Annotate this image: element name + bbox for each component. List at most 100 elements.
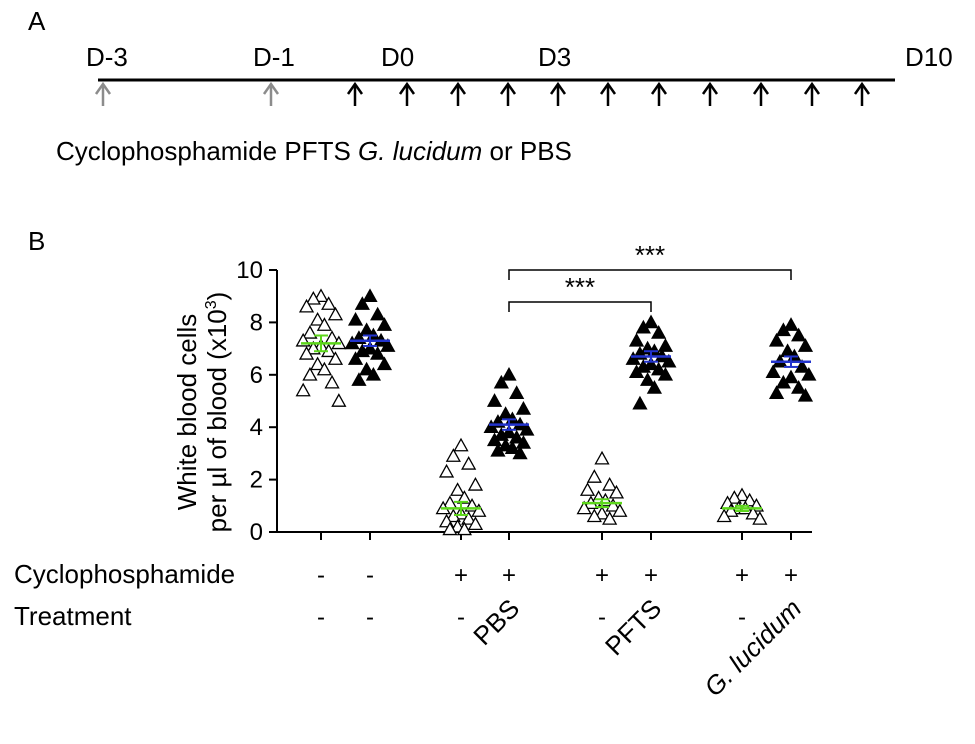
- panel-a-label: A: [28, 6, 46, 36]
- treatment-label: PBS: [467, 593, 525, 651]
- data-point: [490, 442, 506, 457]
- data-group: [576, 450, 628, 525]
- data-point: [313, 288, 329, 303]
- cyclophosphamide-sign: +: [735, 562, 749, 589]
- y-tick-label: 4: [250, 414, 263, 441]
- row-label-treatment: Treatment: [14, 601, 132, 631]
- data-point: [801, 366, 817, 381]
- data-point: [726, 490, 742, 504]
- treatment-arrow-icon: [803, 81, 821, 106]
- data-point: [298, 298, 315, 313]
- data-point: [302, 366, 318, 381]
- data-group: [765, 317, 817, 402]
- significance-label: ***: [635, 240, 665, 270]
- treatment-sign: -: [598, 604, 606, 631]
- data-point: [442, 521, 458, 536]
- data-point: [486, 393, 503, 407]
- scatter-plot: [295, 288, 817, 536]
- panel-b-label: B: [28, 226, 45, 256]
- data-point: [765, 364, 781, 379]
- data-point: [362, 288, 378, 303]
- treatment-arrow-icon: [752, 81, 770, 106]
- data-point: [327, 351, 344, 365]
- data-point: [625, 351, 641, 365]
- data-point: [509, 429, 525, 444]
- data-point: [483, 419, 499, 434]
- timeline-arrows: [94, 81, 871, 106]
- data-point: [519, 421, 535, 436]
- treatment-sign: -: [457, 604, 465, 631]
- y-tick-label: 2: [250, 467, 263, 494]
- data-point: [347, 351, 364, 365]
- data-point: [486, 432, 503, 447]
- data-point: [504, 440, 521, 455]
- data-point: [298, 346, 315, 360]
- data-point: [501, 424, 517, 439]
- data-point: [456, 490, 473, 504]
- data-point: [752, 511, 768, 525]
- condition-table: - - - - + - + PBS + - + PFTS + - + G. lucidum: [317, 562, 807, 702]
- treatment-sign: -: [317, 604, 325, 631]
- data-point: [791, 327, 807, 342]
- data-point: [768, 332, 785, 347]
- y-tick-label: 0: [250, 519, 263, 546]
- treatment-arrow-icon: [853, 81, 871, 106]
- day-label-d-minus-3: D-3: [86, 42, 128, 72]
- treatment-arrow-icon: [499, 81, 517, 106]
- y-tick-label: 6: [250, 362, 263, 389]
- data-point: [351, 372, 367, 386]
- data-point: [493, 374, 509, 389]
- data-point: [635, 359, 651, 373]
- treatment-label: PFTS: [599, 593, 667, 661]
- cyclophosphamide-arrow-icon: [94, 81, 112, 106]
- y-axis: 0 2 4 6 8 10: [236, 257, 812, 546]
- data-point: [646, 380, 663, 394]
- cyclophosphamide-arrow-icon: [262, 81, 280, 106]
- data-point: [512, 445, 528, 460]
- caption-part2: or PBS: [482, 136, 572, 166]
- data-point: [602, 511, 618, 525]
- data-point: [305, 290, 321, 305]
- data-point: [327, 306, 344, 321]
- data-point: [370, 306, 386, 321]
- data-point: [316, 361, 333, 376]
- data-point: [493, 427, 509, 441]
- data-point: [586, 508, 602, 523]
- cyclophosphamide-sign: +: [595, 562, 609, 589]
- y-axis-title-line1: White blood cells: [172, 314, 202, 511]
- data-point: [453, 437, 469, 452]
- data-point: [354, 343, 370, 358]
- panel-b: B White blood cells per µl of blood (x10…: [14, 226, 817, 702]
- data-point: [354, 296, 370, 310]
- treatment-arrow-icon: [549, 81, 567, 106]
- treatment-arrow-icon: [701, 81, 719, 106]
- day-label-d10: D10: [905, 42, 953, 72]
- treatment-arrow-icon: [650, 81, 668, 106]
- data-group: [435, 437, 487, 536]
- significance-label: ***: [565, 272, 595, 302]
- data-group: [295, 288, 347, 407]
- data-point: [509, 385, 525, 399]
- data-point: [797, 387, 814, 402]
- data-point: [794, 359, 810, 373]
- data-point: [594, 450, 610, 465]
- day-label-d3: D3: [538, 42, 571, 72]
- data-point: [579, 482, 596, 496]
- treatment-sign: -: [738, 604, 746, 631]
- treatment-arrow-icon: [449, 81, 467, 106]
- data-point: [651, 361, 667, 376]
- y-tick-label: 10: [236, 257, 263, 284]
- data-group: [344, 288, 396, 386]
- data-point: [316, 317, 333, 331]
- data-point: [797, 338, 814, 352]
- data-point: [376, 356, 393, 371]
- data-point: [302, 325, 318, 339]
- data-group: [483, 366, 535, 460]
- row-label-cyclophosphamide: Cyclophosphamide: [14, 559, 235, 589]
- treatment-label: G. lucidum: [698, 593, 807, 702]
- data-point: [576, 500, 592, 515]
- cyclophosphamide-sign: +: [644, 562, 658, 589]
- panel-a: A D-3 D-1 D0 D3 D10 Cyclophosphamide PFT…: [28, 6, 953, 166]
- data-point: [324, 374, 340, 389]
